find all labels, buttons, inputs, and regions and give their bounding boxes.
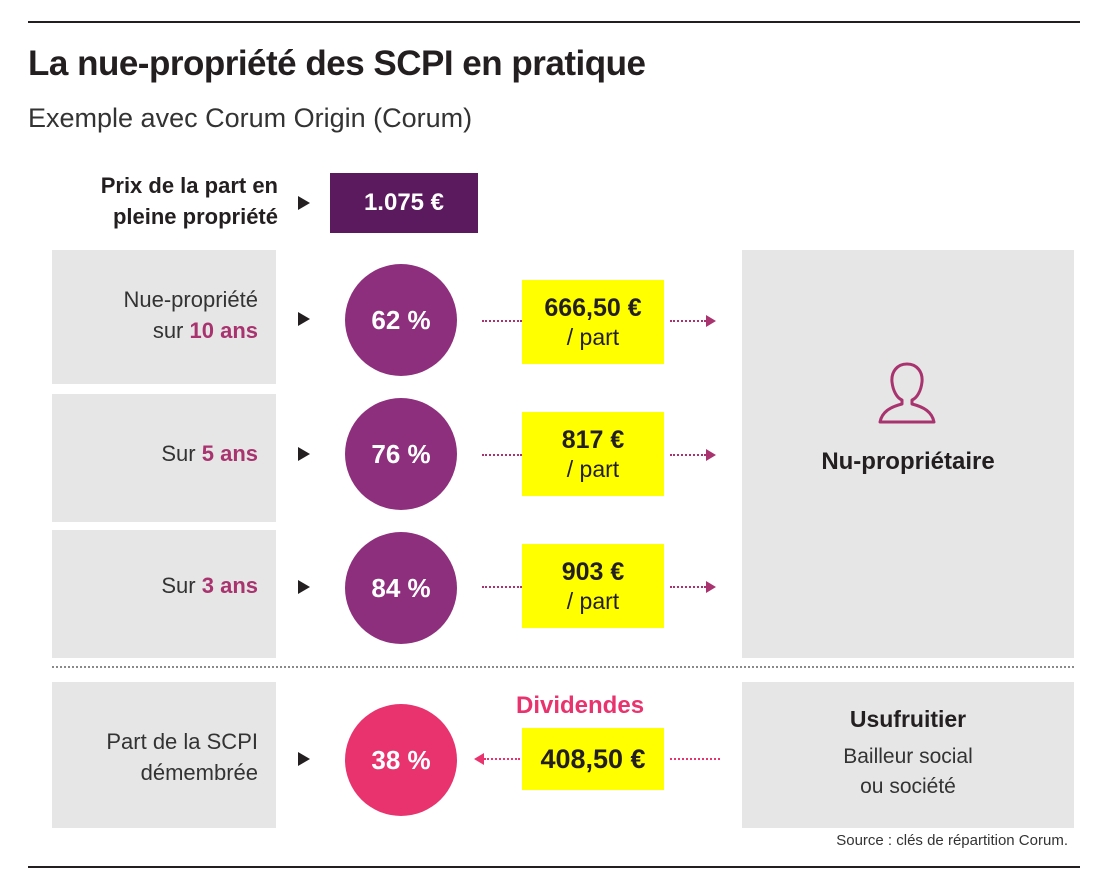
percent-circle-dismembered: 38 % xyxy=(345,704,457,816)
dividends-amount: 408,50 € xyxy=(540,743,646,774)
amount-unit: / part xyxy=(566,455,620,482)
dismembered-label-line2: démembrée xyxy=(140,760,258,785)
owner-box: Nu-propriétaire xyxy=(742,250,1074,658)
row-label-box-3-ans: Sur 3 ans xyxy=(52,530,276,658)
row-label-duration: 10 ans xyxy=(189,318,259,343)
dotted-connector xyxy=(670,758,720,760)
dotted-connector xyxy=(482,320,522,322)
dotted-arrow-line xyxy=(670,586,706,588)
person-outline-icon xyxy=(878,362,936,424)
triangle-arrow-icon xyxy=(298,752,310,766)
usufructuary-line1: Bailleur social xyxy=(843,745,973,768)
amount-box-3-ans: 903 € / part xyxy=(522,544,664,628)
triangle-arrow-icon xyxy=(298,580,310,594)
row-label-prefix: sur xyxy=(152,318,190,343)
arrow-right-icon xyxy=(706,581,716,593)
dotted-arrow-line xyxy=(670,454,706,456)
row-label-line1: Nue-propriété xyxy=(123,287,258,312)
triangle-arrow-icon xyxy=(298,196,310,210)
amount-value: 817 € xyxy=(561,425,625,454)
usufructuary-title: Usufruitier xyxy=(849,706,967,732)
row-label-prefix: Sur xyxy=(161,441,202,466)
triangle-arrow-icon xyxy=(298,447,310,461)
amount-box-5-ans: 817 € / part xyxy=(522,412,664,496)
dotted-arrow-line xyxy=(670,320,706,322)
row-label-duration: 5 ans xyxy=(201,441,258,466)
triangle-arrow-icon xyxy=(298,312,310,326)
percent-circle-5-ans: 76 % xyxy=(345,398,457,510)
amount-value: 903 € xyxy=(561,557,625,586)
full-price-box: 1.075 € xyxy=(330,173,478,233)
row-label-box-10-ans: Nue-propriété sur 10 ans xyxy=(52,250,276,384)
amount-value: 666,50 € xyxy=(544,293,642,322)
owner-label: Nu-propriétaire xyxy=(821,448,995,475)
dotted-connector xyxy=(482,454,522,456)
page-title: La nue-propriété des SCPI en pratique xyxy=(28,44,646,83)
amount-box-10-ans: 666,50 € / part xyxy=(522,280,664,364)
dismembered-label-box: Part de la SCPI démembrée xyxy=(52,682,276,828)
full-price-label: Prix de la part en pleine propriété xyxy=(30,170,278,232)
percent-circle-10-ans: 62 % xyxy=(345,264,457,376)
top-rule xyxy=(28,21,1080,23)
dividends-label: Dividendes xyxy=(516,692,645,719)
dividends-box: 408,50 € xyxy=(522,728,664,790)
percent-circle-3-ans: 84 % xyxy=(345,532,457,644)
amount-unit: / part xyxy=(566,323,620,350)
source-note: Source : clés de répartition Corum. xyxy=(836,832,1068,849)
row-label-duration: 3 ans xyxy=(201,573,258,598)
row-label-box-5-ans: Sur 5 ans xyxy=(52,394,276,522)
full-price-label-line1: Prix de la part en xyxy=(100,173,278,198)
arrow-left-icon xyxy=(474,753,484,765)
section-separator xyxy=(52,666,1074,668)
amount-unit: / part xyxy=(566,587,620,614)
usufructuary-box: Usufruitier Bailleur social ou société xyxy=(742,682,1074,828)
bottom-rule xyxy=(28,866,1080,868)
arrow-right-icon xyxy=(706,449,716,461)
row-label-prefix: Sur xyxy=(161,573,202,598)
page-subtitle: Exemple avec Corum Origin (Corum) xyxy=(28,103,473,133)
full-price-label-line2: pleine propriété xyxy=(112,204,278,229)
arrow-right-icon xyxy=(706,315,716,327)
dotted-connector xyxy=(482,586,522,588)
dismembered-label-line1: Part de la SCPI xyxy=(106,729,258,754)
usufructuary-line2: ou société xyxy=(860,775,956,798)
dotted-arrow-line xyxy=(484,758,520,760)
